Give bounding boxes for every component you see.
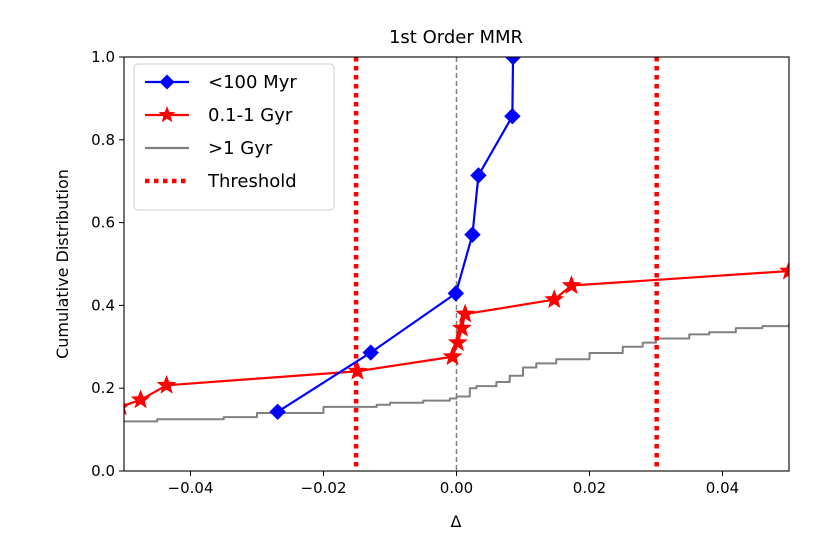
legend-item-1-gyr: >1 Gyr [145,138,273,159]
series-0-1-1-gyr [124,260,789,416]
x-tick-label: −0.04 [168,479,214,497]
data-point [269,403,286,421]
data-point [464,226,481,243]
y-tick-label: 1.0 [91,48,115,66]
y-axis-label: Cumulative Distribution [53,169,72,359]
y-tick-label: 0.2 [91,379,115,397]
y-tick-label: 0.6 [91,214,115,232]
series-100-myr [269,57,522,421]
data-point [779,260,789,280]
data-point [544,289,565,309]
data-point [124,403,131,416]
legend-item-threshold: Threshold [145,171,297,192]
data-point [442,346,463,366]
data-point [362,344,379,361]
legend-items: <100 Myr 0.1-1 Gyr >1 Gyr Threshold [145,72,297,192]
plot-area [124,57,789,471]
data-point [447,285,465,302]
data-point [561,275,582,294]
x-tick-label: 0.04 [706,479,739,497]
x-tick-label: 0.00 [440,479,473,497]
legend-label: >1 Gyr [208,138,273,159]
y-tick-label: 0.4 [91,296,115,314]
legend-item-100-myr: <100 Myr [145,72,297,93]
legend-label: Threshold [207,171,297,192]
series-layer [124,57,789,471]
legend: <100 Myr 0.1-1 Gyr >1 Gyr Threshold [133,63,335,211]
data-point [455,303,476,323]
data-point [504,107,521,125]
legend-marker [158,106,176,123]
x-tick-label: −0.02 [301,479,347,497]
y-axis-ticks: 0.0 0.2 0.4 0.6 0.8 1.0 [91,48,124,480]
data-point [347,360,368,380]
series-1-gyr [124,324,789,423]
series-threshold [353,57,659,471]
legend-box [133,63,335,211]
data-point [504,57,522,66]
legend-label: 0.1-1 Gyr [208,105,293,126]
chart-title: 1st Order MMR [389,27,523,48]
x-tick-label: 0.02 [573,479,606,497]
data-point [156,374,177,394]
data-point [470,167,487,184]
x-axis-ticks: −0.04 −0.02 0.00 0.02 0.04 [168,471,739,497]
data-point [130,389,151,409]
x-axis-label: Δ [451,512,462,531]
data-point [447,332,468,352]
legend-marker [159,74,175,90]
y-tick-label: 0.0 [91,462,115,480]
y-tick-label: 0.8 [91,131,115,149]
series-line-1-gyr [124,324,789,423]
legend-item-0-1-1-gyr: 0.1-1 Gyr [145,105,293,126]
data-point [451,317,472,337]
legend-label: <100 Myr [208,72,297,93]
